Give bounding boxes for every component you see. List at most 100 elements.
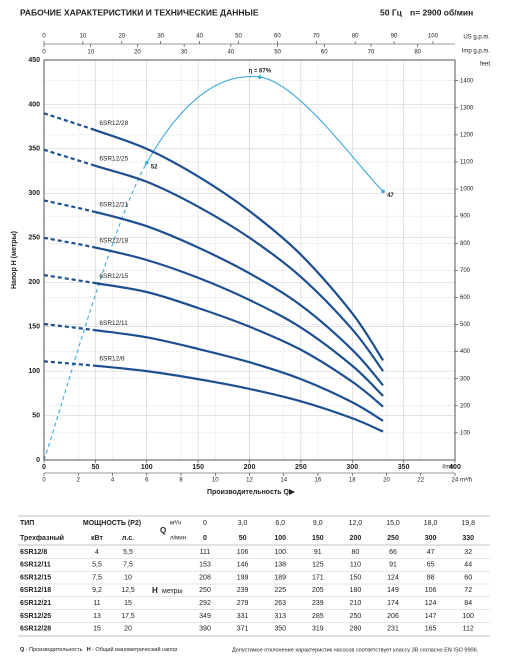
pump-curve bbox=[43, 322, 384, 422]
head-value: 111 bbox=[200, 549, 211, 556]
curve-label: 6SR12/8 bbox=[99, 355, 125, 362]
table-header: Q bbox=[160, 526, 166, 535]
table-header: МОЩНОСТЬ (P2) bbox=[83, 520, 141, 527]
model: 6SR12/15 bbox=[20, 574, 51, 581]
head-value: 47 bbox=[427, 549, 435, 556]
head-value: 239 bbox=[312, 600, 324, 607]
pump-curve bbox=[43, 274, 384, 408]
y-tick-label: 250 bbox=[28, 235, 40, 242]
flow-m3h: 9,0 bbox=[313, 520, 323, 527]
frequency: 50 Гц bbox=[380, 7, 403, 17]
y2-tick-label: 1100 bbox=[460, 160, 474, 166]
y2-tick-label: 800 bbox=[460, 241, 471, 247]
flow-lmin: 50 bbox=[239, 535, 247, 542]
x2-tick-label: 22 bbox=[417, 478, 424, 484]
x4-tick-label: 40 bbox=[227, 50, 234, 56]
y2-tick-label: 700 bbox=[460, 268, 471, 274]
y-tick-label: 100 bbox=[28, 368, 40, 375]
flow-lmin: 0 bbox=[203, 535, 207, 542]
flow-m3h: 12,0 bbox=[349, 520, 363, 527]
x2-tick-label: 6 bbox=[145, 478, 149, 484]
efficiency-label: 47 bbox=[387, 193, 394, 199]
x4-tick-label: 0 bbox=[42, 50, 46, 56]
y-axis-title: Напор H (метры) bbox=[11, 231, 18, 289]
power-hp: 15 bbox=[124, 600, 132, 607]
power-hp: 10 bbox=[124, 574, 132, 581]
x-tick-label: 150 bbox=[192, 464, 204, 471]
head-value: 205 bbox=[312, 587, 324, 594]
title: РАБОЧИЕ ХАРАКТЕРИСТИКИ И ТЕХНИЧЕСКИЕ ДАН… bbox=[20, 7, 259, 17]
x-axis-title: Производительность Q bbox=[207, 489, 290, 496]
y2-tick-label: 100 bbox=[460, 430, 471, 436]
x-tick-label: 400 bbox=[449, 464, 461, 471]
x2-tick-label: 12 bbox=[246, 478, 253, 484]
power-kw: 9,2 bbox=[92, 587, 102, 594]
footer-h: H bbox=[87, 647, 91, 653]
head-value: 349 bbox=[199, 613, 211, 620]
footer-h-text: - Общий манометрический напор bbox=[91, 646, 178, 653]
x-tick-label: 0 bbox=[42, 464, 46, 471]
head-value: 180 bbox=[350, 587, 362, 594]
x3-tick-label: 80 bbox=[352, 34, 359, 40]
head-value: 174 bbox=[387, 600, 399, 607]
plot bbox=[43, 75, 385, 461]
x-tick-label: 300 bbox=[346, 464, 358, 471]
power-kw: 15 bbox=[93, 626, 101, 633]
x2-tick-label: 18 bbox=[349, 478, 356, 484]
y-tick-label: 200 bbox=[28, 279, 40, 286]
x4-unit: Imp g.p.m. bbox=[462, 49, 491, 55]
head-value: 60 bbox=[464, 574, 472, 581]
x3-tick-label: 30 bbox=[157, 34, 164, 40]
x3-tick-label: 20 bbox=[118, 34, 125, 40]
x-tick-label: 100 bbox=[141, 464, 153, 471]
table-header: ТИП bbox=[20, 520, 34, 527]
flow-lmin: 250 bbox=[387, 535, 399, 542]
footer-q-text: - Производительность bbox=[24, 647, 82, 653]
x3-tick-label: 40 bbox=[196, 34, 203, 40]
power-hp: 20 bbox=[124, 626, 132, 633]
x4-tick-label: 70 bbox=[368, 50, 375, 56]
y-tick-label: 400 bbox=[28, 101, 40, 108]
y2-unit: feet bbox=[480, 62, 490, 68]
curve-label: 6SR12/11 bbox=[99, 320, 128, 327]
curve-label: 6SR12/15 bbox=[99, 273, 128, 280]
x-tick-label: 50 bbox=[91, 464, 99, 471]
y-tick-label: 0 bbox=[36, 457, 40, 464]
y2-tick-label: 1000 bbox=[460, 187, 474, 193]
head-value: 331 bbox=[237, 613, 249, 620]
pump-curve bbox=[43, 360, 384, 433]
head-value: 88 bbox=[427, 574, 435, 581]
table-header: л.с. bbox=[122, 535, 134, 542]
y-tick-label: 450 bbox=[28, 57, 40, 64]
head-value: 210 bbox=[350, 600, 362, 607]
y-tick-label: 300 bbox=[28, 190, 40, 197]
footer-q: Q bbox=[20, 647, 25, 653]
efficiency-curve bbox=[43, 75, 384, 461]
x2-tick-label: 16 bbox=[315, 478, 322, 484]
footer-note: Допустимое отклонение характеристик насо… bbox=[232, 647, 479, 653]
head-value: 292 bbox=[199, 600, 211, 607]
flow-lmin: 100 bbox=[274, 535, 286, 542]
x4-tick-label: 80 bbox=[414, 50, 421, 56]
head-value: 225 bbox=[274, 587, 286, 594]
x2-tick-label: 14 bbox=[280, 478, 287, 484]
y2-tick-label: 1300 bbox=[460, 105, 474, 111]
pump-curve bbox=[43, 236, 384, 397]
head-value: 100 bbox=[462, 613, 474, 620]
head-value: 124 bbox=[387, 574, 399, 581]
power-hp: 12,5 bbox=[121, 587, 135, 594]
head-value: 199 bbox=[237, 574, 249, 581]
head-value: 91 bbox=[314, 549, 322, 556]
efficiency-point bbox=[144, 160, 149, 165]
power-hp: 17,5 bbox=[121, 613, 135, 620]
head-value: 110 bbox=[350, 562, 361, 569]
y2-tick-label: 500 bbox=[460, 322, 471, 328]
x4-tick-label: 60 bbox=[321, 50, 328, 56]
head-value: 390 bbox=[199, 626, 211, 633]
flow-lmin: 150 bbox=[312, 535, 324, 542]
x3-tick-label: 70 bbox=[313, 34, 320, 40]
y2-tick-label: 900 bbox=[460, 214, 471, 220]
x-tick-label: 250 bbox=[295, 464, 307, 471]
head-value: 350 bbox=[274, 626, 286, 633]
